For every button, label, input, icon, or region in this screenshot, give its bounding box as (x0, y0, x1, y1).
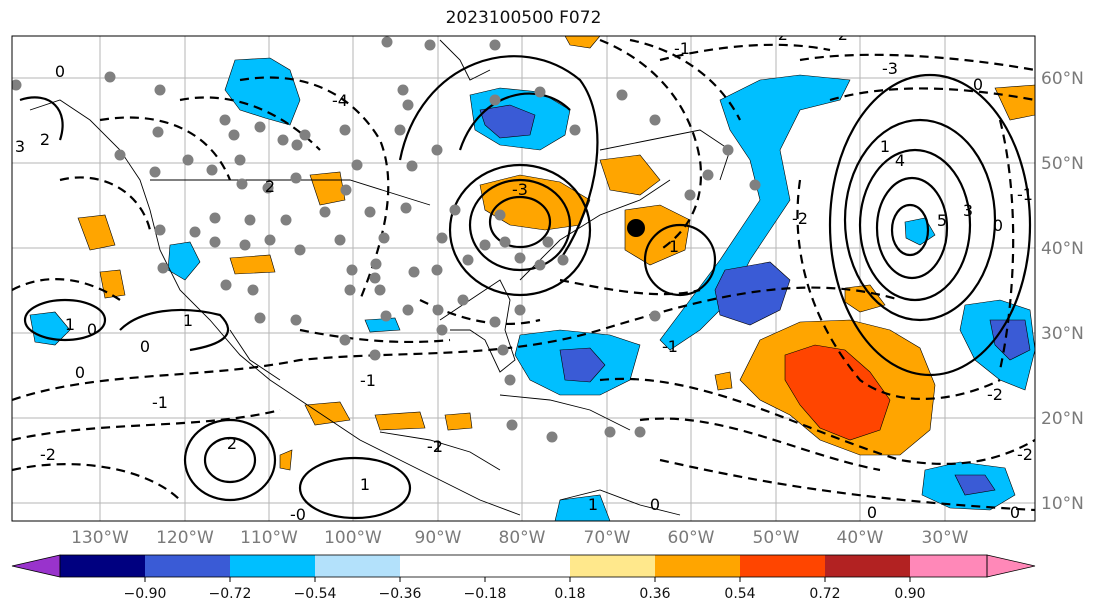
longitude-labels: 130°W 120°W 110°W 100°W 90°W 80°W 70°W 6… (71, 528, 969, 548)
latitude-labels: 60°N 50°N 40°N 30°N 20°N 10°N (1041, 69, 1084, 514)
lat-label: 50°N (1041, 154, 1084, 174)
colorbar-bin (570, 555, 655, 577)
colorbar-tick-label: 0.72 (809, 586, 840, 602)
svg-text:-1: -1 (1017, 185, 1033, 204)
svg-text:0: 0 (87, 320, 97, 339)
lon-label: 90°W (415, 528, 462, 548)
lon-label: 70°W (584, 528, 631, 548)
svg-text:-1: -1 (674, 39, 690, 58)
lon-label: 100°W (324, 528, 382, 548)
svg-text:-1: -1 (360, 371, 376, 390)
lon-label: 50°W (753, 528, 800, 548)
svg-text:0: 0 (55, 62, 65, 81)
colorbar-outline (59, 554, 988, 578)
colorbar-bin (230, 555, 315, 577)
svg-text:-2: -2 (40, 445, 56, 464)
lat-label: 40°N (1041, 239, 1084, 259)
contour-labels: 0 3 2 1 2 -4 -3 0 0 -1 1 0 -2 -1 2 -2 1 … (15, 25, 1033, 524)
svg-text:1: 1 (880, 137, 890, 156)
lon-label: 60°W (668, 528, 715, 548)
colorbar-extend-min (11, 554, 61, 578)
colorbar-tick-label: −0.72 (209, 586, 252, 602)
lat-label: 20°N (1041, 409, 1084, 429)
colorbar-tick-label: 0.36 (639, 586, 670, 602)
lon-label: 40°W (837, 528, 884, 548)
lon-label: 120°W (156, 528, 214, 548)
colorbar: −0.90 −0.72 −0.54 −0.36 −0.18 0.18 0.36 … (11, 554, 1036, 602)
lat-label: 10°N (1041, 494, 1084, 514)
lon-label: 80°W (499, 528, 546, 548)
map-frame (11, 35, 1036, 522)
svg-text:3: 3 (15, 137, 25, 156)
colorbar-tick-label: −0.54 (294, 586, 337, 602)
contours-dashed (12, 38, 1035, 512)
svg-text:-4: -4 (332, 91, 348, 110)
colorbar-tick-label: 0.18 (554, 586, 585, 602)
svg-text:1: 1 (65, 315, 75, 334)
svg-text:-2: -2 (987, 385, 1003, 404)
colorbar-bin (740, 555, 825, 577)
svg-text:1: 1 (360, 475, 370, 494)
svg-text:4: 4 (895, 151, 905, 170)
svg-text:-2: -2 (832, 25, 848, 44)
colorbar-tick-label: 0.54 (724, 586, 755, 602)
svg-text:0: 0 (973, 75, 983, 94)
svg-text:-0: -0 (290, 505, 306, 524)
svg-text:2: 2 (265, 177, 275, 196)
svg-text:5: 5 (937, 211, 947, 230)
svg-text:-3: -3 (512, 180, 528, 199)
svg-text:2: 2 (40, 130, 50, 149)
svg-text:0: 0 (650, 495, 660, 514)
colorbar-tick-label: 0.90 (894, 586, 925, 602)
colorbar-ticks (144, 577, 911, 582)
station-markers (12, 36, 761, 443)
colorbar-tick-label: −0.36 (379, 586, 422, 602)
colorbar-tick-label: −0.18 (464, 586, 507, 602)
colorbar-bin (825, 555, 910, 577)
colorbar-bin (315, 555, 400, 577)
svg-text:1: 1 (669, 237, 679, 256)
svg-text:1: 1 (588, 495, 598, 514)
svg-text:-2: -2 (772, 25, 788, 44)
colorbar-tick-label: −0.90 (124, 586, 167, 602)
highlight-station-marker (627, 219, 645, 237)
colorbar-extend-max (986, 554, 1036, 578)
lat-label: 30°N (1041, 324, 1084, 344)
map-title: 2023100500 F072 (445, 8, 602, 28)
colorbar-bin (400, 555, 570, 577)
svg-text:3: 3 (963, 201, 973, 220)
colorbar-bin (60, 555, 145, 577)
svg-text:2: 2 (227, 434, 237, 453)
svg-text:-2: -2 (427, 437, 443, 456)
svg-text:0: 0 (1010, 503, 1020, 522)
svg-text:-1: -1 (152, 393, 168, 412)
svg-text:0: 0 (75, 363, 85, 382)
svg-text:1: 1 (183, 311, 193, 330)
svg-text:-1: -1 (427, 437, 443, 456)
svg-text:-2: -2 (1017, 445, 1033, 464)
colorbar-tick-labels: −0.90 −0.72 −0.54 −0.36 −0.18 0.18 0.36 … (124, 586, 926, 602)
svg-text:-1: -1 (662, 337, 678, 356)
lon-label: 130°W (71, 528, 129, 548)
lon-label: 110°W (240, 528, 298, 548)
lon-label: 30°W (922, 528, 969, 548)
svg-text:-3: -3 (882, 59, 898, 78)
contours-solid (19, 55, 1032, 520)
colorbar-bin (145, 555, 230, 577)
svg-text:-2: -2 (792, 209, 808, 228)
svg-text:0: 0 (993, 216, 1003, 235)
lat-label: 60°N (1041, 69, 1084, 89)
svg-text:0: 0 (867, 503, 877, 522)
colorbar-bin (910, 555, 987, 577)
colorbar-bin (655, 555, 740, 577)
map-content: 0 3 2 1 2 -4 -3 0 0 -1 1 0 -2 -1 2 -2 1 … (12, 25, 1035, 524)
svg-text:0: 0 (140, 337, 150, 356)
